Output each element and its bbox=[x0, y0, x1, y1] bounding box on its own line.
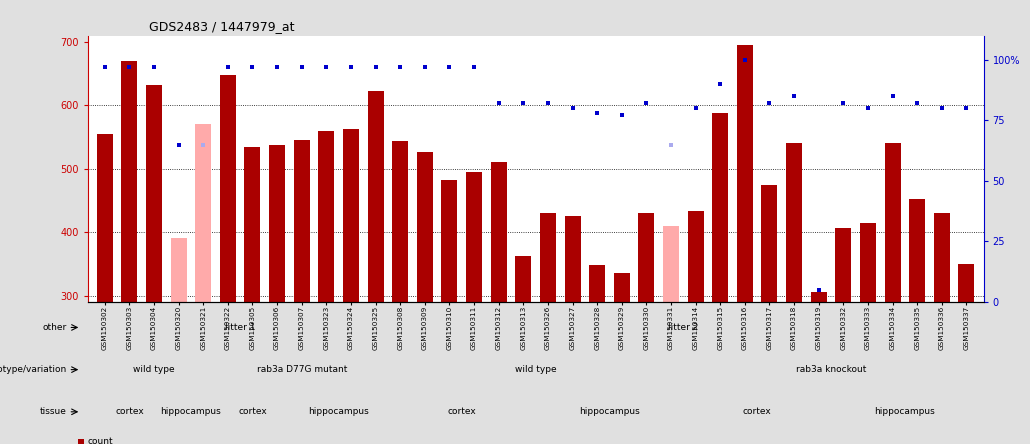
Text: tissue: tissue bbox=[40, 407, 67, 416]
Title: GDS2483 / 1447979_at: GDS2483 / 1447979_at bbox=[149, 20, 295, 33]
Bar bbox=[885, 143, 900, 302]
Bar bbox=[318, 131, 335, 302]
Bar bbox=[540, 213, 556, 302]
Bar bbox=[835, 228, 852, 302]
Text: hippocampus: hippocampus bbox=[308, 407, 369, 416]
Bar bbox=[343, 129, 359, 302]
Bar bbox=[564, 216, 581, 302]
Text: wild type: wild type bbox=[133, 365, 175, 374]
Text: hippocampus: hippocampus bbox=[579, 407, 640, 416]
Bar bbox=[934, 213, 950, 302]
Text: cortex: cortex bbox=[238, 407, 267, 416]
Bar bbox=[712, 113, 728, 302]
Bar bbox=[368, 91, 383, 302]
Text: genotype/variation: genotype/variation bbox=[0, 365, 67, 374]
Text: wild type: wild type bbox=[515, 365, 556, 374]
Bar bbox=[219, 75, 236, 302]
Text: cortex: cortex bbox=[115, 407, 144, 416]
Bar bbox=[171, 238, 186, 302]
Text: litter 1: litter 1 bbox=[225, 323, 255, 332]
Bar bbox=[614, 274, 629, 302]
Bar bbox=[392, 141, 408, 302]
Bar bbox=[909, 199, 925, 302]
Bar bbox=[146, 85, 162, 302]
Bar bbox=[442, 179, 457, 302]
Bar bbox=[959, 264, 974, 302]
Bar bbox=[786, 143, 802, 302]
Text: cortex: cortex bbox=[447, 407, 476, 416]
Text: rab3a knockout: rab3a knockout bbox=[796, 365, 866, 374]
Bar bbox=[688, 211, 703, 302]
Bar bbox=[736, 45, 753, 302]
Bar bbox=[589, 265, 606, 302]
Bar bbox=[466, 172, 482, 302]
Text: litter 2: litter 2 bbox=[668, 323, 698, 332]
Bar bbox=[860, 222, 876, 302]
Text: other: other bbox=[42, 323, 67, 332]
Bar bbox=[294, 140, 310, 302]
Bar bbox=[196, 124, 211, 302]
Bar bbox=[761, 185, 778, 302]
Bar bbox=[515, 256, 531, 302]
Bar bbox=[244, 147, 261, 302]
Text: hippocampus: hippocampus bbox=[874, 407, 935, 416]
Bar bbox=[811, 293, 827, 302]
Text: rab3a D77G mutant: rab3a D77G mutant bbox=[256, 365, 347, 374]
Bar bbox=[122, 61, 137, 302]
Bar bbox=[663, 226, 679, 302]
Bar bbox=[490, 163, 507, 302]
Text: count: count bbox=[88, 437, 113, 444]
Text: cortex: cortex bbox=[743, 407, 771, 416]
Bar bbox=[269, 145, 285, 302]
Bar bbox=[417, 151, 433, 302]
Bar bbox=[97, 135, 112, 302]
Text: hippocampus: hippocampus bbox=[161, 407, 221, 416]
Bar bbox=[639, 213, 654, 302]
